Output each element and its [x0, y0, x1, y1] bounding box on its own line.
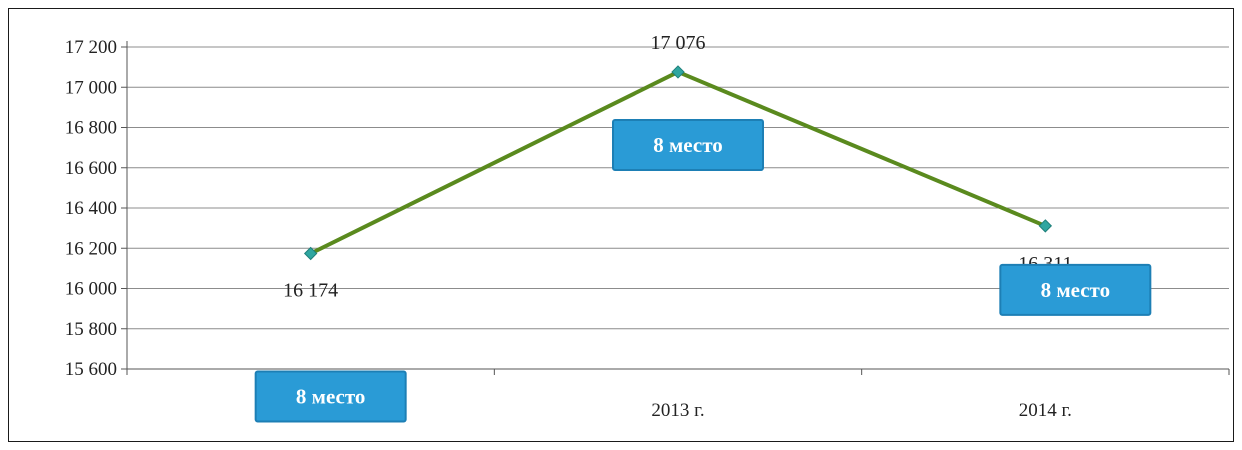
- rank-badge: [999, 263, 1152, 316]
- y-tick-label: 17 200: [65, 37, 117, 58]
- y-tick-label: 17 000: [65, 77, 117, 98]
- data-point: [303, 246, 318, 261]
- y-tick-label: 15 600: [65, 359, 117, 380]
- rank-badge-label: 8 место: [1041, 278, 1111, 302]
- y-tick-label: 16 400: [65, 198, 117, 219]
- data-point: [1038, 219, 1053, 233]
- x-tick-label: 2013 г.: [651, 400, 704, 421]
- rank-badge: [612, 118, 764, 171]
- data-label: 16 174: [283, 279, 338, 301]
- y-tick-label: 16 600: [65, 158, 117, 179]
- line-chart: 15 600 15 800 16 000 16 200 16 400 16 600 16 8…: [65, 32, 1230, 423]
- y-tick-label: 16 800: [65, 118, 117, 139]
- x-tick-label: 2014 г.: [1019, 400, 1072, 421]
- y-tick-label: 16 200: [65, 238, 117, 259]
- rank-badge-label: 8 место: [296, 384, 366, 408]
- data-label: 17 076: [651, 32, 706, 54]
- rank-badge: [254, 370, 407, 423]
- chart-frame: 15 600 15 800 16 000 16 200 16 400 16 600 16 8…: [8, 8, 1234, 442]
- data-point: [671, 65, 685, 79]
- y-tick-label: 15 800: [65, 319, 117, 340]
- rank-badge-label: 8 место: [653, 133, 723, 157]
- y-tick-label: 16 000: [65, 279, 117, 300]
